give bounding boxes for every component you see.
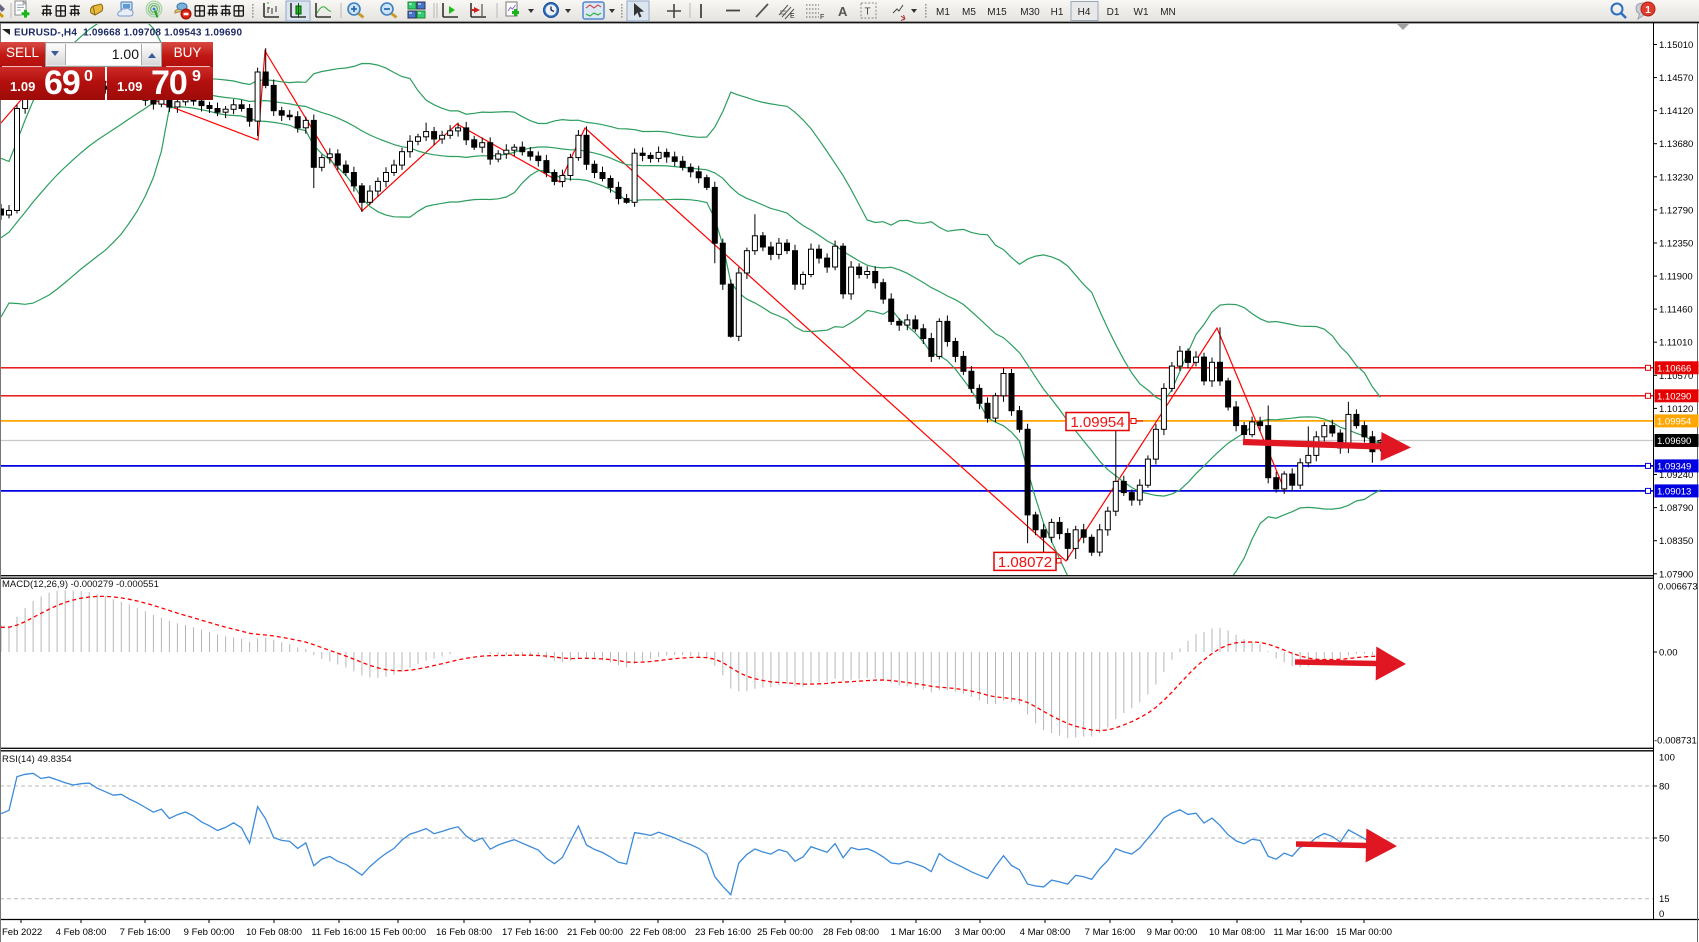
svg-text:1.08072: 1.08072: [998, 554, 1052, 571]
svg-text:1.09240: 1.09240: [1659, 470, 1693, 481]
svg-text:15 Feb 00:00: 15 Feb 00:00: [370, 927, 426, 938]
svg-text:1.13230: 1.13230: [1659, 172, 1693, 183]
svg-text:A: A: [838, 4, 848, 19]
svg-text:1.10120: 1.10120: [1659, 404, 1693, 415]
svg-text:H4: H4: [1078, 7, 1091, 18]
svg-text:28 Feb 08:00: 28 Feb 08:00: [823, 927, 879, 938]
svg-text:1.09349: 1.09349: [1657, 461, 1691, 472]
svg-text:9 Mar 00:00: 9 Mar 00:00: [1147, 927, 1198, 938]
svg-text:100: 100: [1659, 753, 1675, 764]
svg-text:15 Mar 00:00: 15 Mar 00:00: [1336, 927, 1392, 938]
svg-text:1.09954: 1.09954: [1070, 414, 1124, 431]
svg-text:1.09954: 1.09954: [1657, 416, 1691, 427]
svg-text:11 Feb 16:00: 11 Feb 16:00: [311, 927, 366, 938]
svg-text:16 Feb 08:00: 16 Feb 08:00: [436, 927, 492, 938]
svg-text:1.09013: 1.09013: [1657, 486, 1691, 497]
svg-text:1.07900: 1.07900: [1659, 569, 1693, 580]
svg-text:15: 15: [1659, 894, 1670, 905]
svg-text:T: T: [865, 7, 871, 18]
svg-text:10 Mar 08:00: 10 Mar 08:00: [1209, 927, 1265, 938]
svg-text:7 Mar 16:00: 7 Mar 16:00: [1085, 927, 1136, 938]
svg-text:1.12350: 1.12350: [1659, 239, 1693, 250]
svg-text:0: 0: [1659, 909, 1664, 920]
svg-text:D1: D1: [1107, 7, 1120, 18]
svg-text:4 Feb 08:00: 4 Feb 08:00: [56, 927, 107, 938]
svg-text:M1: M1: [936, 7, 950, 18]
svg-text:50: 50: [1659, 834, 1670, 845]
svg-text:1.08350: 1.08350: [1659, 536, 1693, 547]
svg-text:EURUSD-,H4 1.09668 1.09708 1.: EURUSD-,H4 1.09668 1.09708 1.09543 1.096…: [14, 28, 242, 39]
svg-text:1.08790: 1.08790: [1659, 503, 1693, 514]
svg-text:1.10570: 1.10570: [1659, 371, 1693, 382]
svg-text:1.11460: 1.11460: [1659, 305, 1693, 316]
svg-text:1: 1: [1645, 4, 1651, 16]
svg-text:M5: M5: [962, 7, 976, 18]
svg-text:0.006673: 0.006673: [1658, 582, 1698, 593]
svg-text:1.10290: 1.10290: [1657, 391, 1691, 402]
svg-text:1.11010: 1.11010: [1659, 338, 1693, 349]
svg-text:M15: M15: [987, 7, 1007, 18]
svg-text:MACD(12,26,9) -0.000279 -0.000: MACD(12,26,9) -0.000279 -0.000551: [2, 579, 159, 590]
svg-text:-0.008731: -0.008731: [1654, 736, 1697, 747]
svg-text:1.13680: 1.13680: [1659, 139, 1693, 150]
svg-text:17 Feb 16:00: 17 Feb 16:00: [502, 927, 558, 938]
svg-text:3 Mar 00:00: 3 Mar 00:00: [955, 927, 1006, 938]
svg-text:7 Feb 16:00: 7 Feb 16:00: [120, 927, 171, 938]
svg-text:25 Feb 00:00: 25 Feb 00:00: [757, 927, 813, 938]
svg-text:1.09690: 1.09690: [1657, 436, 1691, 447]
svg-text:1.15010: 1.15010: [1659, 40, 1693, 51]
svg-text:1.10666: 1.10666: [1657, 363, 1691, 374]
svg-text:4 Mar 08:00: 4 Mar 08:00: [1020, 927, 1071, 938]
svg-text:23 Feb 16:00: 23 Feb 16:00: [695, 927, 751, 938]
svg-text:MN: MN: [1160, 7, 1176, 18]
svg-text:Feb 2022: Feb 2022: [2, 927, 42, 938]
svg-text:1.12790: 1.12790: [1659, 205, 1693, 216]
svg-text:1.14570: 1.14570: [1659, 73, 1693, 84]
svg-text:RSI(14) 49.8354: RSI(14) 49.8354: [2, 754, 72, 765]
svg-text:W1: W1: [1134, 7, 1149, 18]
svg-text:11 Mar 16:00: 11 Mar 16:00: [1273, 927, 1328, 938]
svg-text:1 Mar 16:00: 1 Mar 16:00: [891, 927, 942, 938]
svg-text:F: F: [820, 14, 824, 21]
svg-text:0.00: 0.00: [1659, 648, 1678, 659]
svg-text:21 Feb 00:00: 21 Feb 00:00: [567, 927, 623, 938]
svg-text:H1: H1: [1051, 7, 1064, 18]
svg-text:M30: M30: [1020, 7, 1040, 18]
svg-text:E: E: [790, 13, 795, 20]
svg-text:9 Feb 00:00: 9 Feb 00:00: [184, 927, 235, 938]
svg-text:22 Feb 08:00: 22 Feb 08:00: [630, 927, 686, 938]
svg-text:1.14120: 1.14120: [1659, 106, 1693, 117]
svg-text:10 Feb 08:00: 10 Feb 08:00: [246, 927, 302, 938]
svg-text:1.11900: 1.11900: [1659, 272, 1693, 283]
svg-text:80: 80: [1659, 782, 1670, 793]
